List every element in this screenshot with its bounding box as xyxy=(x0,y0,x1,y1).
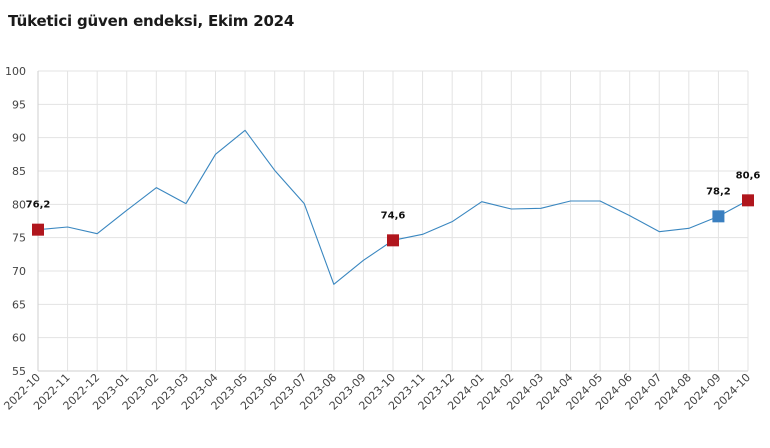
x-axis-ticks: 2022-102022-112022-122023-012023-022023-… xyxy=(1,371,753,413)
y-tick-label: 80 xyxy=(12,198,26,211)
y-tick-label: 90 xyxy=(12,132,26,145)
y-tick-label: 65 xyxy=(12,298,26,311)
data-label: 76,2 xyxy=(26,200,51,211)
highlight-marker xyxy=(742,194,754,207)
chart-title: Tüketici güven endeksi, Ekim 2024 xyxy=(8,12,295,30)
y-tick-label: 70 xyxy=(12,265,26,278)
data-label: 80,6 xyxy=(736,170,761,181)
highlight-marker xyxy=(387,234,399,247)
highlight-marker xyxy=(712,210,725,223)
y-tick-label: 75 xyxy=(12,232,26,245)
highlight-markers: 76,2 74,6 78,2 80,6 xyxy=(26,170,761,247)
y-axis-ticks: 55 60 65 70 75 80 85 90 95 100 xyxy=(5,65,26,378)
y-tick-label: 55 xyxy=(12,365,26,378)
y-tick-label: 95 xyxy=(12,98,26,111)
highlight-marker xyxy=(32,223,44,236)
data-label: 74,6 xyxy=(381,210,406,221)
y-tick-label: 85 xyxy=(12,165,26,178)
grid xyxy=(37,70,749,372)
y-tick-label: 60 xyxy=(12,332,26,345)
y-tick-label: 100 xyxy=(5,65,26,78)
data-label: 78,2 xyxy=(706,186,731,197)
